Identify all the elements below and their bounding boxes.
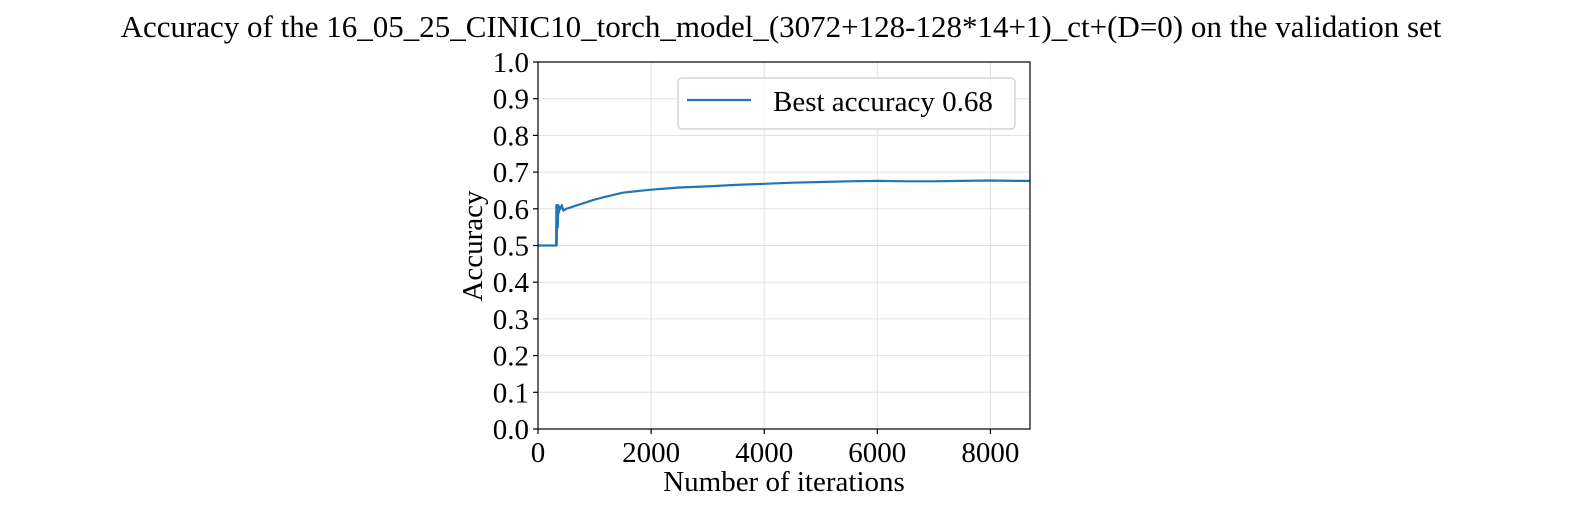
legend-box	[677, 77, 1016, 130]
y-tick-label: 0.3	[493, 304, 529, 336]
y-axis-label: Accuracy	[457, 190, 489, 302]
y-tick-label: 0.2	[493, 341, 529, 373]
x-tick-label: 8000	[961, 437, 1019, 469]
y-tick-label: 1.0	[493, 47, 529, 79]
plot-area	[538, 179, 1030, 247]
y-tick-label: 0.7	[493, 157, 529, 189]
y-tick-label: 0.1	[493, 377, 529, 409]
x-tick-label: 0	[531, 437, 546, 469]
chart-title: Accuracy of the 16_05_25_CINIC10_torch_m…	[121, 9, 1442, 44]
y-tick-label: 0.0	[493, 414, 529, 446]
y-tick-label: 0.8	[493, 120, 529, 152]
x-tick-label: 4000	[735, 437, 793, 469]
x-tick-label: 2000	[622, 437, 680, 469]
series-line-best-accuracy	[538, 179, 1030, 247]
y-tick-label: 0.6	[493, 194, 529, 226]
y-tick-label: 0.9	[493, 84, 529, 116]
x-tick-label: 6000	[848, 437, 906, 469]
y-tick-label: 0.5	[493, 231, 529, 263]
x-axis-label: Number of iterations	[663, 466, 905, 498]
y-tick-label: 0.4	[493, 267, 530, 299]
legend-entry-best-accuracy: Best accuracy 0.68	[773, 86, 993, 118]
ticks: 0.0 0.1 0.2 0.3 0.4 0.5 0.6 0.7 0.8 0.9 1.0 0 2000 40…	[493, 47, 1020, 469]
legend: Best accuracy 0.68	[677, 77, 1016, 130]
